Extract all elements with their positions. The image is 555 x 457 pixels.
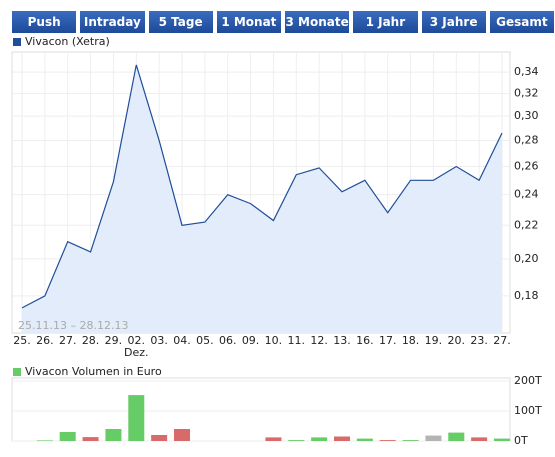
- x-tick-label: 27.: [493, 334, 511, 347]
- volume-bar: [128, 395, 145, 441]
- y-tick-label: 0,32: [514, 86, 539, 99]
- legend-label: Vivacon (Xetra): [25, 35, 110, 48]
- x-tick-label: 03.: [150, 334, 168, 347]
- y-tick-label: 0,20: [514, 252, 539, 265]
- tab[interactable]: Gesamt: [489, 11, 554, 33]
- volume-bar: [448, 432, 465, 441]
- y-tick-label: 0T: [514, 434, 528, 447]
- x-tick-label: 17.: [379, 334, 397, 347]
- volume-bar: [151, 435, 168, 441]
- y-tick-label: 100T: [514, 404, 542, 417]
- x-tick-label: 11.: [288, 334, 306, 347]
- tab[interactable]: Push: [12, 11, 77, 33]
- volume-bar: [402, 440, 419, 441]
- volume-bar: [334, 436, 350, 441]
- x-tick-label: 02.: [128, 334, 146, 347]
- y-tick-label: 0,34: [514, 65, 539, 78]
- y-tick-label: 0,24: [514, 188, 539, 201]
- volume-frame: [11, 377, 511, 442]
- volume-bar: [36, 440, 53, 441]
- month-label: Dez.: [124, 346, 149, 359]
- x-tick-label: 26.: [36, 334, 54, 347]
- x-tick-label: 25.: [13, 334, 31, 347]
- date-range-annotation: 25.11.13 – 28.12.13: [18, 319, 128, 332]
- x-tick-label: 29.: [105, 334, 123, 347]
- x-tick-label: 06.: [219, 334, 237, 347]
- legend-swatch: [13, 368, 21, 376]
- tab[interactable]: 1 Jahr: [353, 11, 418, 33]
- y-tick-label: 200T: [514, 374, 542, 387]
- tab[interactable]: 1 Monat: [216, 11, 281, 33]
- x-tick-label: 13.: [333, 334, 351, 347]
- y-tick-label: 0,22: [514, 218, 539, 231]
- y-tick-label: 0,18: [514, 289, 539, 302]
- x-tick-label: 04.: [173, 334, 191, 347]
- volume-bar: [174, 429, 190, 441]
- x-tick-label: 10.: [265, 334, 283, 347]
- volume-bar: [471, 437, 488, 441]
- volume-bar: [265, 437, 282, 441]
- volume-bar: [288, 440, 305, 441]
- volume-bar: [425, 435, 442, 441]
- area-fill: [22, 64, 502, 333]
- x-tick-label: 19.: [425, 334, 443, 347]
- volume-bar: [356, 438, 373, 441]
- price-line: [21, 64, 503, 309]
- legend-label: Vivacon Volumen in Euro: [25, 365, 162, 378]
- x-tick-label: 20.: [448, 334, 466, 347]
- volume-bar: [494, 438, 510, 441]
- legend-swatch: [13, 38, 21, 46]
- y-tick-label: 0,30: [514, 109, 539, 122]
- x-tick-label: 12.: [310, 334, 328, 347]
- volume-bar: [311, 437, 328, 441]
- x-tick-label: 27.: [59, 334, 77, 347]
- x-tick-label: 09.: [242, 334, 260, 347]
- y-tick-label: 0,26: [514, 160, 539, 173]
- tab[interactable]: 3 Jahre: [421, 11, 486, 33]
- tab-bar: Push Intraday 5 Tage 1 Monat 3 Monate 1 Jahr 3…: [12, 11, 554, 33]
- x-tick-label: 28.: [82, 334, 100, 347]
- x-tick-label: 16.: [356, 334, 374, 347]
- tab[interactable]: 5 Tage: [148, 11, 213, 33]
- x-tick-label: 18.: [402, 334, 420, 347]
- tab[interactable]: 3 Monate: [285, 11, 350, 33]
- y-tick-label: 0,28: [514, 133, 539, 146]
- tab[interactable]: Intraday: [80, 11, 145, 33]
- x-tick-label: 23.: [470, 334, 488, 347]
- volume-bar: [59, 432, 76, 441]
- volume-bar: [82, 437, 99, 441]
- volume-bar: [105, 429, 122, 441]
- x-tick-label: 05.: [196, 334, 214, 347]
- volume-bar: [379, 440, 396, 441]
